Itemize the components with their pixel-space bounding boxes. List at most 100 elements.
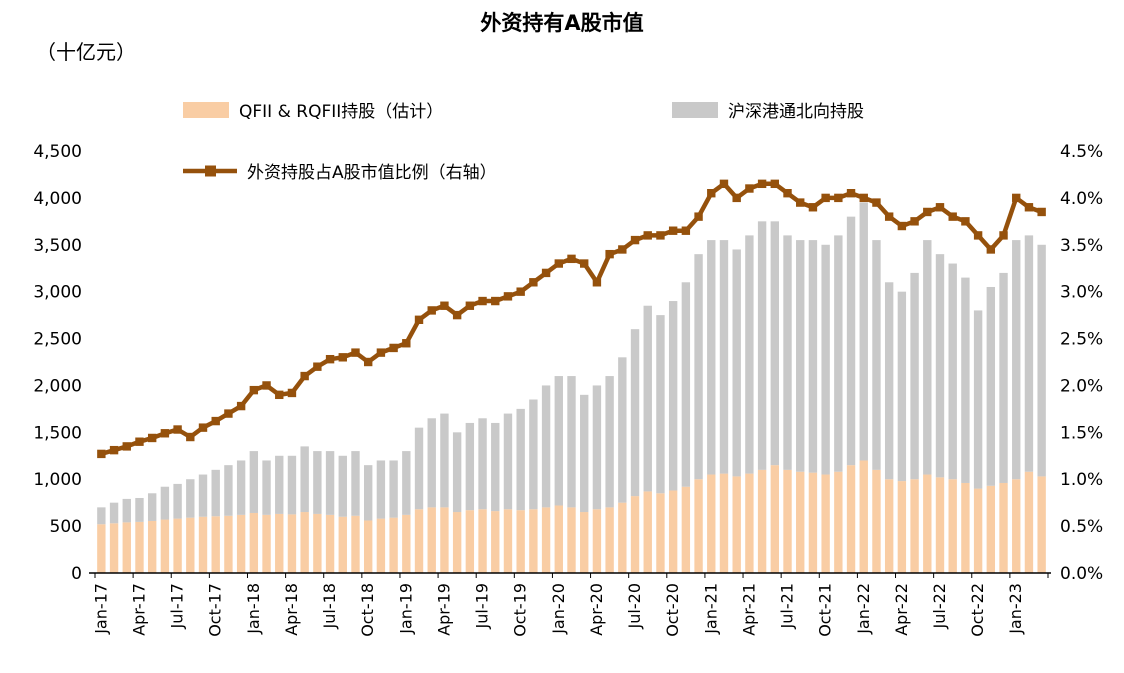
x-tick-label: Jan-23: [1006, 583, 1025, 635]
bar-northbound: [173, 483, 182, 519]
ratio-line-marker: [757, 179, 767, 189]
ratio-line-marker: [186, 432, 195, 442]
ratio-line-marker: [592, 278, 602, 287]
bar-qfii: [732, 476, 741, 573]
bar-qfii: [821, 474, 830, 573]
ratio-line-marker: [834, 193, 843, 203]
ratio-line-marker: [694, 212, 703, 221]
bar-northbound: [783, 235, 792, 470]
legend-label-ratio: 外资持股占A股市值比例（右轴）: [247, 163, 497, 183]
bar-northbound: [198, 474, 208, 517]
bar-northbound: [275, 455, 284, 514]
x-tick-label: Jan-18: [244, 583, 263, 635]
bar-northbound: [834, 235, 843, 472]
bar-qfii: [757, 469, 767, 573]
northbound-swatch: [672, 101, 718, 118]
bar-northbound: [554, 376, 563, 506]
bar-qfii: [668, 490, 678, 573]
bar-qfii: [897, 481, 907, 573]
bar-northbound: [745, 235, 754, 474]
bar-northbound: [732, 249, 741, 477]
ratio-line-marker: [935, 203, 945, 212]
ratio-line-marker: [427, 306, 436, 315]
bar-northbound: [478, 418, 487, 510]
ratio-line-marker: [897, 221, 907, 231]
y-left-tick-label: 1,500: [33, 423, 82, 443]
bar-qfii: [529, 509, 538, 573]
ratio-line-marker: [211, 416, 220, 426]
bar-qfii: [402, 514, 411, 573]
x-tick-label: Jan-21: [701, 583, 720, 635]
bar-northbound: [948, 263, 957, 480]
bar-qfii: [567, 507, 576, 573]
ratio-line-marker: [262, 381, 271, 390]
y-axis-right: 0.0% 0.5% 1.0% 1.5% 2.0% 2.5% 3.0% 3.5% 4.0% 4.5%: [1060, 142, 1103, 584]
ratio-line-marker: [402, 339, 411, 348]
x-tick-label: Apr-18: [282, 583, 301, 636]
legend-item-northbound: 沪深港通北向持股: [672, 97, 864, 122]
bar-northbound: [287, 455, 297, 515]
bar-qfii: [275, 513, 284, 573]
bar-northbound: [249, 451, 259, 513]
bar-northbound: [846, 216, 856, 466]
bar-northbound: [440, 413, 449, 508]
ratio-line-marker: [999, 231, 1008, 240]
bar-northbound: [389, 460, 398, 518]
ratio-line-marker: [363, 357, 373, 367]
y-axis-left: 0 500 1,000 1,500 2,000 2,500 3,000 3,500 4,000 4…: [33, 142, 82, 584]
bar-qfii: [592, 509, 602, 573]
ratio-line-marker: [668, 226, 678, 235]
legend-label-qfii: QFII & RQFII持股（估计）: [239, 102, 444, 122]
ratio-line-marker: [846, 189, 856, 198]
x-tick-label: Jul-21: [778, 583, 797, 629]
ratio-line-marker: [491, 296, 500, 306]
bar-northbound: [580, 394, 589, 513]
bar-northbound: [999, 272, 1008, 483]
bar-qfii: [427, 507, 436, 573]
ratio-line-marker: [973, 231, 983, 240]
bar-northbound: [986, 286, 996, 486]
bar-qfii: [808, 472, 818, 573]
y-left-tick-label: 2,500: [33, 330, 82, 350]
ratio-line-marker: [198, 423, 208, 432]
ratio-line-marker: [910, 217, 919, 226]
bar-qfii: [262, 514, 271, 573]
ratio-line-marker: [923, 207, 932, 217]
bar-northbound: [694, 254, 703, 480]
y-left-tick-label: 500: [50, 517, 82, 537]
bar-qfii: [491, 511, 500, 573]
bar-qfii: [364, 520, 373, 573]
bar-northbound: [236, 460, 246, 515]
legend-item-ratio: 外资持股占A股市值比例（右轴）: [183, 158, 497, 183]
bar-qfii: [630, 496, 640, 573]
bar-northbound: [808, 240, 818, 473]
bar-qfii: [999, 482, 1008, 573]
ratio-line: [97, 179, 1046, 459]
bar-northbound: [1037, 244, 1046, 477]
bar-northbound: [1012, 240, 1021, 480]
bar-qfii: [503, 509, 513, 573]
bar-qfii: [389, 517, 398, 573]
bar-northbound: [592, 385, 602, 510]
bar-qfii: [452, 512, 462, 573]
ratio-line-marker: [719, 179, 729, 189]
ratio-line-marker: [516, 287, 525, 296]
x-tick-label: Oct-17: [206, 583, 225, 637]
x-tick-label: Oct-18: [358, 583, 377, 637]
bar-qfii: [414, 509, 424, 573]
bar-northbound: [681, 282, 691, 487]
x-tick-label: Apr-20: [587, 583, 606, 636]
ratio-line-marker: [541, 268, 551, 278]
bars-qfii: [97, 460, 1046, 573]
bar-northbound: [821, 244, 830, 475]
legend-item-qfii: QFII & RQFII持股（估计）: [183, 97, 443, 122]
ratio-line-marker: [338, 353, 347, 362]
bar-qfii: [160, 519, 170, 573]
bar-northbound: [961, 277, 970, 483]
ratio-line-marker: [97, 449, 106, 459]
ratio-line-marker: [287, 388, 297, 398]
bar-qfii: [236, 514, 246, 573]
bar-northbound: [364, 465, 373, 521]
bar-northbound: [452, 432, 462, 513]
bar-northbound: [516, 408, 525, 511]
